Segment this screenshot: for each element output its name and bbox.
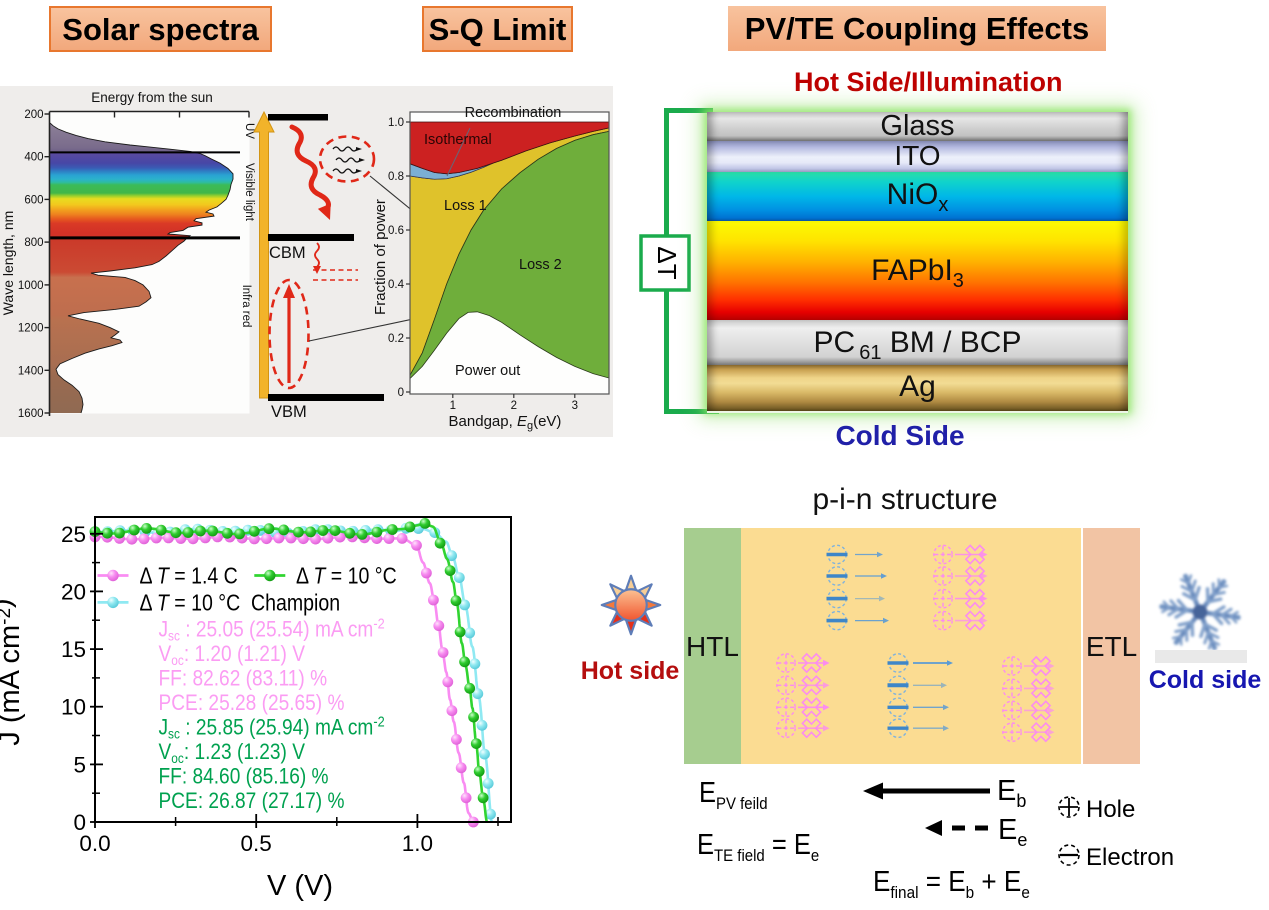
svg-text:10: 10	[61, 695, 86, 720]
svg-text:Δ T = 1.4 C: Δ T = 1.4 C	[140, 563, 238, 589]
svg-text:800: 800	[24, 237, 43, 249]
svg-text:ΔT: ΔT	[652, 246, 682, 279]
svg-text:PCE: 25.28 (25.65) %: PCE: 25.28 (25.65) %	[159, 691, 345, 716]
svg-text:15: 15	[61, 637, 86, 662]
svg-text:1.0: 1.0	[388, 117, 404, 129]
svg-text:Jsc : 25.85 (25.94) mA cm-2: Jsc : 25.85 (25.94) mA cm-2	[159, 712, 385, 741]
svg-text:Loss 2: Loss 2	[519, 257, 562, 273]
svg-text:600: 600	[24, 194, 43, 206]
svg-text:Voc: 1.23 (1.23) V: Voc: 1.23 (1.23) V	[159, 740, 306, 767]
svg-text:0: 0	[73, 810, 86, 835]
svg-text:Loss 1: Loss 1	[444, 198, 487, 214]
svg-text:CBM: CBM	[269, 244, 306, 262]
svg-text:1600: 1600	[18, 408, 44, 420]
svg-text:Δ T = 10 °C Champion: Δ T = 10 °C Champion	[140, 590, 341, 616]
svg-text:Jsc : 25.05 (25.54) mA cm-2: Jsc : 25.05 (25.54) mA cm-2	[159, 614, 385, 643]
svg-text:FF: 84.60 (85.16) %: FF: 84.60 (85.16) %	[159, 764, 329, 789]
svg-text:Infra red: Infra red	[240, 285, 252, 328]
svg-text:Isothermal: Isothermal	[424, 132, 492, 148]
svg-text:Δ T = 10 °C: Δ T = 10 °C	[296, 563, 397, 589]
svg-text:2: 2	[511, 400, 517, 412]
svg-text:1400: 1400	[18, 365, 44, 377]
svg-text:Bandgap, Eg(eV): Bandgap, Eg(eV)	[449, 413, 562, 432]
svg-text:25: 25	[61, 522, 86, 547]
svg-text:400: 400	[24, 152, 43, 164]
svg-text:Visible light: Visible light	[243, 163, 255, 222]
svg-text:0.4: 0.4	[388, 279, 405, 291]
svg-text:VBM: VBM	[271, 403, 307, 421]
svg-text:1000: 1000	[18, 280, 44, 292]
svg-text:UV: UV	[243, 123, 255, 139]
svg-text:0: 0	[398, 387, 404, 399]
svg-text:20: 20	[61, 579, 86, 604]
svg-text:Energy from the sun: Energy from the sun	[91, 90, 213, 105]
svg-text:Fraction of power: Fraction of power	[372, 199, 389, 315]
svg-text:1.0: 1.0	[402, 831, 433, 856]
svg-text:FF: 82.62 (83.11) %: FF: 82.62 (83.11) %	[159, 666, 328, 691]
svg-text:J (mA cm-2): J (mA cm-2)	[0, 598, 26, 745]
svg-text:V (V): V (V)	[267, 870, 333, 902]
svg-text:0.5: 0.5	[241, 831, 272, 856]
svg-text:1200: 1200	[18, 323, 44, 335]
svg-text:1: 1	[450, 400, 456, 412]
svg-text:200: 200	[24, 109, 43, 121]
svg-text:0.0: 0.0	[79, 831, 110, 856]
svg-text:Wave length, nm: Wave length, nm	[0, 211, 16, 316]
svg-text:Power out: Power out	[455, 363, 520, 379]
svg-text:Voc: 1.20 (1.21) V: Voc: 1.20 (1.21) V	[159, 642, 306, 669]
svg-text:0.2: 0.2	[388, 333, 404, 345]
svg-text:3: 3	[572, 400, 578, 412]
svg-text:Recombination: Recombination	[465, 105, 562, 121]
svg-text:5: 5	[73, 752, 86, 777]
svg-text:0.8: 0.8	[388, 171, 404, 183]
svg-text:0.6: 0.6	[388, 225, 404, 237]
svg-text:PCE: 26.87 (27.17) %: PCE: 26.87 (27.17) %	[159, 789, 345, 814]
